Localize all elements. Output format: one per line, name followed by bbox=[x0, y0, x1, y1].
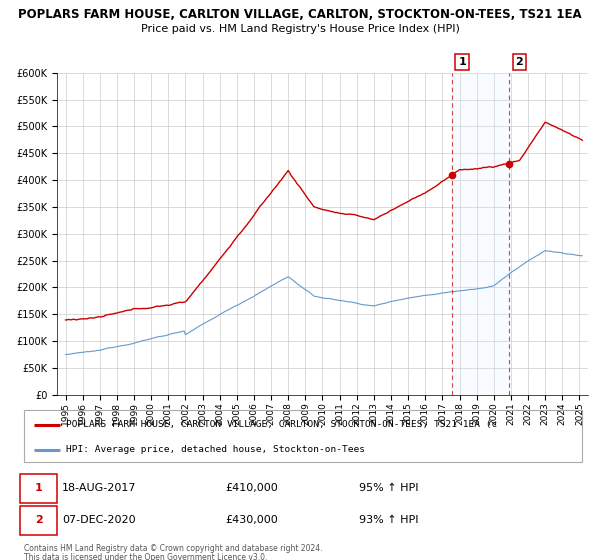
Text: 1: 1 bbox=[458, 57, 466, 67]
Bar bbox=[452, 73, 509, 395]
Text: 07-DEC-2020: 07-DEC-2020 bbox=[62, 515, 136, 525]
Text: 2: 2 bbox=[515, 57, 523, 67]
Text: Contains HM Land Registry data © Crown copyright and database right 2024.: Contains HM Land Registry data © Crown c… bbox=[24, 544, 323, 553]
Text: £430,000: £430,000 bbox=[225, 515, 278, 525]
Text: POPLARS FARM HOUSE, CARLTON VILLAGE, CARLTON, STOCKTON-ON-TEES, TS21 1EA (c: POPLARS FARM HOUSE, CARLTON VILLAGE, CAR… bbox=[66, 421, 497, 430]
Text: 18-AUG-2017: 18-AUG-2017 bbox=[62, 483, 136, 493]
Text: Price paid vs. HM Land Registry's House Price Index (HPI): Price paid vs. HM Land Registry's House … bbox=[140, 24, 460, 34]
Text: 2: 2 bbox=[35, 515, 43, 525]
Text: POPLARS FARM HOUSE, CARLTON VILLAGE, CARLTON, STOCKTON-ON-TEES, TS21 1EA: POPLARS FARM HOUSE, CARLTON VILLAGE, CAR… bbox=[18, 8, 582, 21]
FancyBboxPatch shape bbox=[20, 506, 58, 535]
Text: 95% ↑ HPI: 95% ↑ HPI bbox=[359, 483, 418, 493]
FancyBboxPatch shape bbox=[20, 474, 58, 503]
Text: 93% ↑ HPI: 93% ↑ HPI bbox=[359, 515, 418, 525]
Text: £410,000: £410,000 bbox=[225, 483, 278, 493]
Text: HPI: Average price, detached house, Stockton-on-Tees: HPI: Average price, detached house, Stoc… bbox=[66, 445, 365, 454]
Text: This data is licensed under the Open Government Licence v3.0.: This data is licensed under the Open Gov… bbox=[24, 553, 268, 560]
Text: 1: 1 bbox=[35, 483, 43, 493]
